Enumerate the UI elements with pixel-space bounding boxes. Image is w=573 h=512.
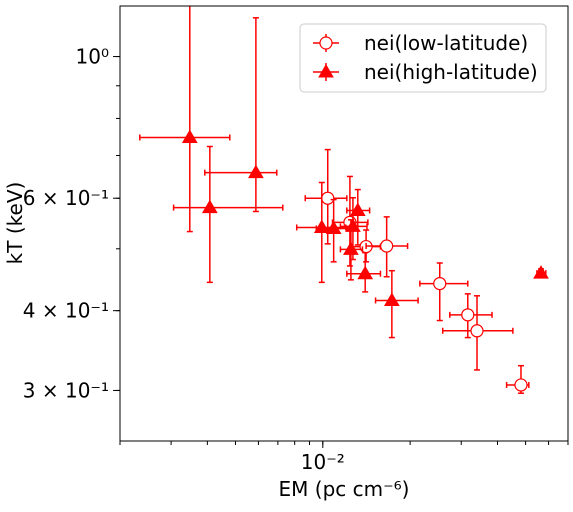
data-point <box>181 129 198 143</box>
data-point <box>201 199 218 214</box>
legend-marker <box>319 36 333 50</box>
legend-marker <box>318 64 334 78</box>
legend-label: nei(high-latitude) <box>364 60 538 84</box>
y-tick-label: 10⁰ <box>76 45 109 69</box>
x-tick-label: 10⁻² <box>301 450 345 474</box>
data-point <box>321 191 335 205</box>
y-tick-label: 3 × 10⁻¹ <box>23 378 109 402</box>
data-point <box>514 378 528 392</box>
legend-box <box>299 23 547 93</box>
x-axis-label: EM (pc cm⁻⁶) <box>279 477 410 501</box>
data-point <box>343 241 359 255</box>
legend-label: nei(low-latitude) <box>364 31 528 55</box>
data-point <box>461 308 475 322</box>
data-point <box>248 164 264 179</box>
data-point <box>357 265 374 280</box>
data-point <box>349 202 366 217</box>
y-axis-label: kT (keV) <box>3 182 27 265</box>
data-point <box>433 277 447 291</box>
data-point <box>313 219 330 233</box>
data-point <box>383 292 400 306</box>
axes-frame <box>119 5 569 442</box>
data-point <box>380 239 394 253</box>
data-point <box>345 218 361 232</box>
data-point <box>533 265 549 279</box>
y-tick-label: 4 × 10⁻¹ <box>23 299 109 323</box>
plot-area <box>139 6 549 394</box>
y-tick-label: 6 × 10⁻¹ <box>23 186 109 210</box>
data-point <box>325 220 342 234</box>
data-point <box>470 324 484 338</box>
